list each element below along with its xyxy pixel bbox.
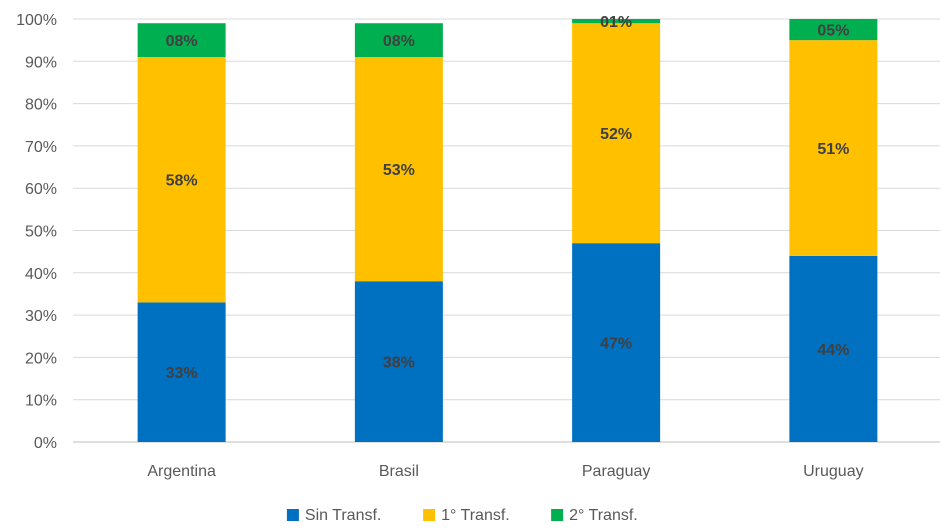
y-tick-label: 20% xyxy=(25,350,57,367)
y-tick-label: 10% xyxy=(25,393,57,410)
bar-segment xyxy=(789,255,878,442)
legend-swatch xyxy=(286,509,299,521)
data-label: 08% xyxy=(166,33,198,50)
data-label: 47% xyxy=(600,336,632,353)
y-tick-label: 90% xyxy=(25,54,57,71)
bar-segment xyxy=(572,243,661,442)
legend-item: 2° Transf. xyxy=(551,507,638,524)
x-tick-label: Uruguay xyxy=(803,463,863,480)
bar-segment xyxy=(789,19,878,41)
data-label: 44% xyxy=(817,342,849,359)
y-tick-label: 60% xyxy=(25,181,57,198)
x-tick-label: Brasil xyxy=(379,463,419,480)
y-tick-label: 50% xyxy=(25,224,57,241)
legend-label: 2° Transf. xyxy=(569,507,638,524)
y-tick-label: 80% xyxy=(25,97,57,114)
y-axis: 0% 10% 20% 30% 40% 50% 60% 70% 80% 90% 100% xyxy=(16,12,57,452)
legend-label: 1° Transf. xyxy=(441,507,510,524)
bar-segment xyxy=(789,40,878,256)
bar-segment xyxy=(354,23,443,58)
bar-segment xyxy=(354,281,443,442)
y-tick-label: 70% xyxy=(25,139,57,156)
legend-swatch xyxy=(423,509,436,521)
bars: 33% 58% 08% 38% 53% 08% 47% 52% 01% 44% 51% 05% xyxy=(137,14,878,442)
data-label: 52% xyxy=(600,126,632,143)
y-tick-label: 40% xyxy=(25,266,57,283)
bar-segment xyxy=(572,23,661,244)
legend-label: Sin Transf. xyxy=(305,507,381,524)
x-tick-label: Argentina xyxy=(147,463,216,480)
bar-segment xyxy=(137,302,226,442)
data-label: 51% xyxy=(817,141,849,158)
y-tick-label: 30% xyxy=(25,308,57,325)
data-label: 08% xyxy=(383,33,415,50)
x-tick-label: Paraguay xyxy=(582,463,651,480)
data-label: 38% xyxy=(383,355,415,372)
bar-segment xyxy=(572,19,661,24)
bar-segment xyxy=(137,57,226,303)
y-tick-label: 100% xyxy=(16,12,57,29)
legend-item: 1° Transf. xyxy=(423,507,510,524)
data-label: 53% xyxy=(383,162,415,179)
legend-item: Sin Transf. xyxy=(286,507,381,524)
bar-segment xyxy=(137,23,226,58)
legend-swatch xyxy=(551,509,564,521)
data-label: 01% xyxy=(600,14,632,31)
data-label: 58% xyxy=(166,173,198,190)
legend: Sin Transf. 1° Transf. 2° Transf. xyxy=(286,507,638,524)
y-tick-label: 0% xyxy=(34,435,57,452)
data-label: 33% xyxy=(166,365,198,382)
data-label: 05% xyxy=(817,23,849,40)
bar-segment xyxy=(354,57,443,282)
x-axis: Argentina Brasil Paraguay Uruguay xyxy=(147,463,863,480)
